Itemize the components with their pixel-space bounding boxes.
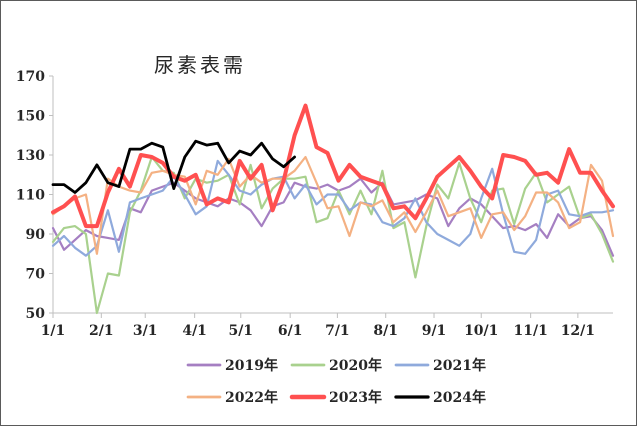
legend-label: 2023年	[329, 389, 382, 406]
legend-label: 2019年	[225, 357, 278, 374]
y-tick-label: 50	[26, 306, 46, 322]
plot-lines	[51, 103, 615, 315]
x-tick-label: 8/1	[373, 323, 398, 339]
legend-item: 2024年	[394, 389, 486, 406]
x-tick-label: 11/1	[513, 323, 547, 339]
x-tick-label: 5/1	[228, 323, 253, 339]
y-tick-label: 70	[26, 267, 46, 283]
x-tick-label: 2/1	[89, 323, 114, 339]
x-axis: 1/1 2/1 3/1 4/1 5/1 6/1 7/1 8/1 9/1 10/1 11/1 12/1	[41, 312, 613, 339]
y-tick-label: 110	[16, 188, 45, 204]
chart-title: 尿素表需	[154, 53, 246, 77]
legend-label: 2022年	[225, 389, 278, 406]
y-tick-label: 170	[16, 69, 45, 85]
x-tick-label: 10/1	[464, 323, 498, 339]
y-axis: 50 70 90 110 130 150 170	[16, 69, 54, 322]
legend-item: 2022年	[186, 389, 278, 406]
legend-item: 2019年	[186, 357, 278, 374]
series-line-2020	[51, 155, 615, 315]
x-tick-label: 1/1	[41, 323, 66, 339]
x-tick-label: 12/1	[561, 323, 595, 339]
series-line-2022	[51, 155, 615, 255]
y-tick-label: 150	[16, 109, 45, 125]
legend: 2019年 2020年 2021年 2022年 2023年 2024年	[186, 357, 486, 406]
legend-label: 2024年	[433, 389, 486, 406]
y-tick-label: 130	[16, 148, 45, 164]
legend-item: 2021年	[394, 357, 486, 374]
y-tick-label: 90	[26, 227, 46, 243]
legend-item: 2023年	[289, 389, 382, 406]
series-line-2024	[51, 139, 297, 194]
legend-label: 2021年	[433, 357, 486, 374]
legend-label: 2020年	[329, 357, 382, 374]
x-tick-label: 6/1	[278, 323, 303, 339]
x-tick-label: 7/1	[325, 323, 350, 339]
x-tick-label: 9/1	[422, 323, 447, 339]
legend-item: 2020年	[290, 357, 382, 374]
series-line-2021	[51, 159, 615, 257]
series-line-2023	[51, 103, 615, 229]
x-tick-label: 4/1	[182, 323, 207, 339]
series-line-2019	[51, 177, 615, 257]
x-tick-label: 3/1	[133, 323, 158, 339]
